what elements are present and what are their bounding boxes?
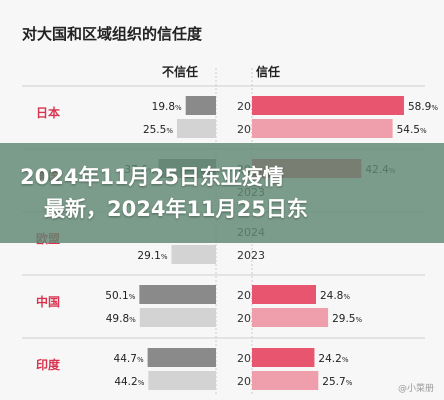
distrust-bar: [147, 348, 216, 367]
trust-value-label: 58.9%: [408, 101, 438, 113]
trust-bar: [252, 119, 393, 138]
headline-line-1: 2024年11月25日东亚疫情: [20, 165, 284, 189]
trust-bar: [252, 96, 404, 115]
country-label: 印度: [36, 357, 61, 372]
distrust-value-label: 50.1%: [105, 290, 135, 302]
trust-value-label: 25.7%: [322, 376, 352, 388]
distrust-value-label: 25.5%: [143, 124, 173, 136]
trust-bar: [252, 371, 319, 390]
country-label: 中国: [36, 294, 60, 309]
trust-value-label: 24.8%: [320, 290, 350, 302]
distrust-value-label: 49.8%: [106, 313, 136, 325]
year-label: 2023: [237, 249, 265, 262]
trust-value-label: 29.5%: [332, 313, 362, 325]
trust-value-label: 24.2%: [318, 353, 348, 365]
distrust-header: 不信任: [162, 64, 198, 79]
distrust-bar: [176, 119, 216, 138]
trust-value-label: 54.5%: [397, 124, 427, 136]
headline-banner: 2024年11月25日东亚疫情 最新，2024年11月25日东: [0, 143, 444, 243]
distrust-value-label: 44.7%: [114, 353, 144, 365]
headline-line-2: 最新，2024年11月25日东: [44, 197, 308, 221]
country-label: 日本: [36, 105, 60, 120]
distrust-value-label: 19.8%: [152, 101, 182, 113]
trust-bar: [252, 348, 315, 367]
chart-title: 对大国和区域组织的信任度: [22, 25, 203, 43]
trust-bar: [252, 285, 316, 304]
distrust-bar: [139, 285, 216, 304]
trust-header: 信任: [256, 64, 280, 79]
distrust-value-label: 44.2%: [114, 376, 144, 388]
trust-bar: [252, 308, 329, 327]
watermark: @小菜册: [397, 384, 434, 394]
distrust-bar: [185, 96, 216, 115]
distrust-bar: [171, 245, 216, 264]
distrust-bar: [148, 371, 216, 390]
distrust-value-label: 29.1%: [137, 250, 167, 262]
distrust-bar: [139, 308, 216, 327]
